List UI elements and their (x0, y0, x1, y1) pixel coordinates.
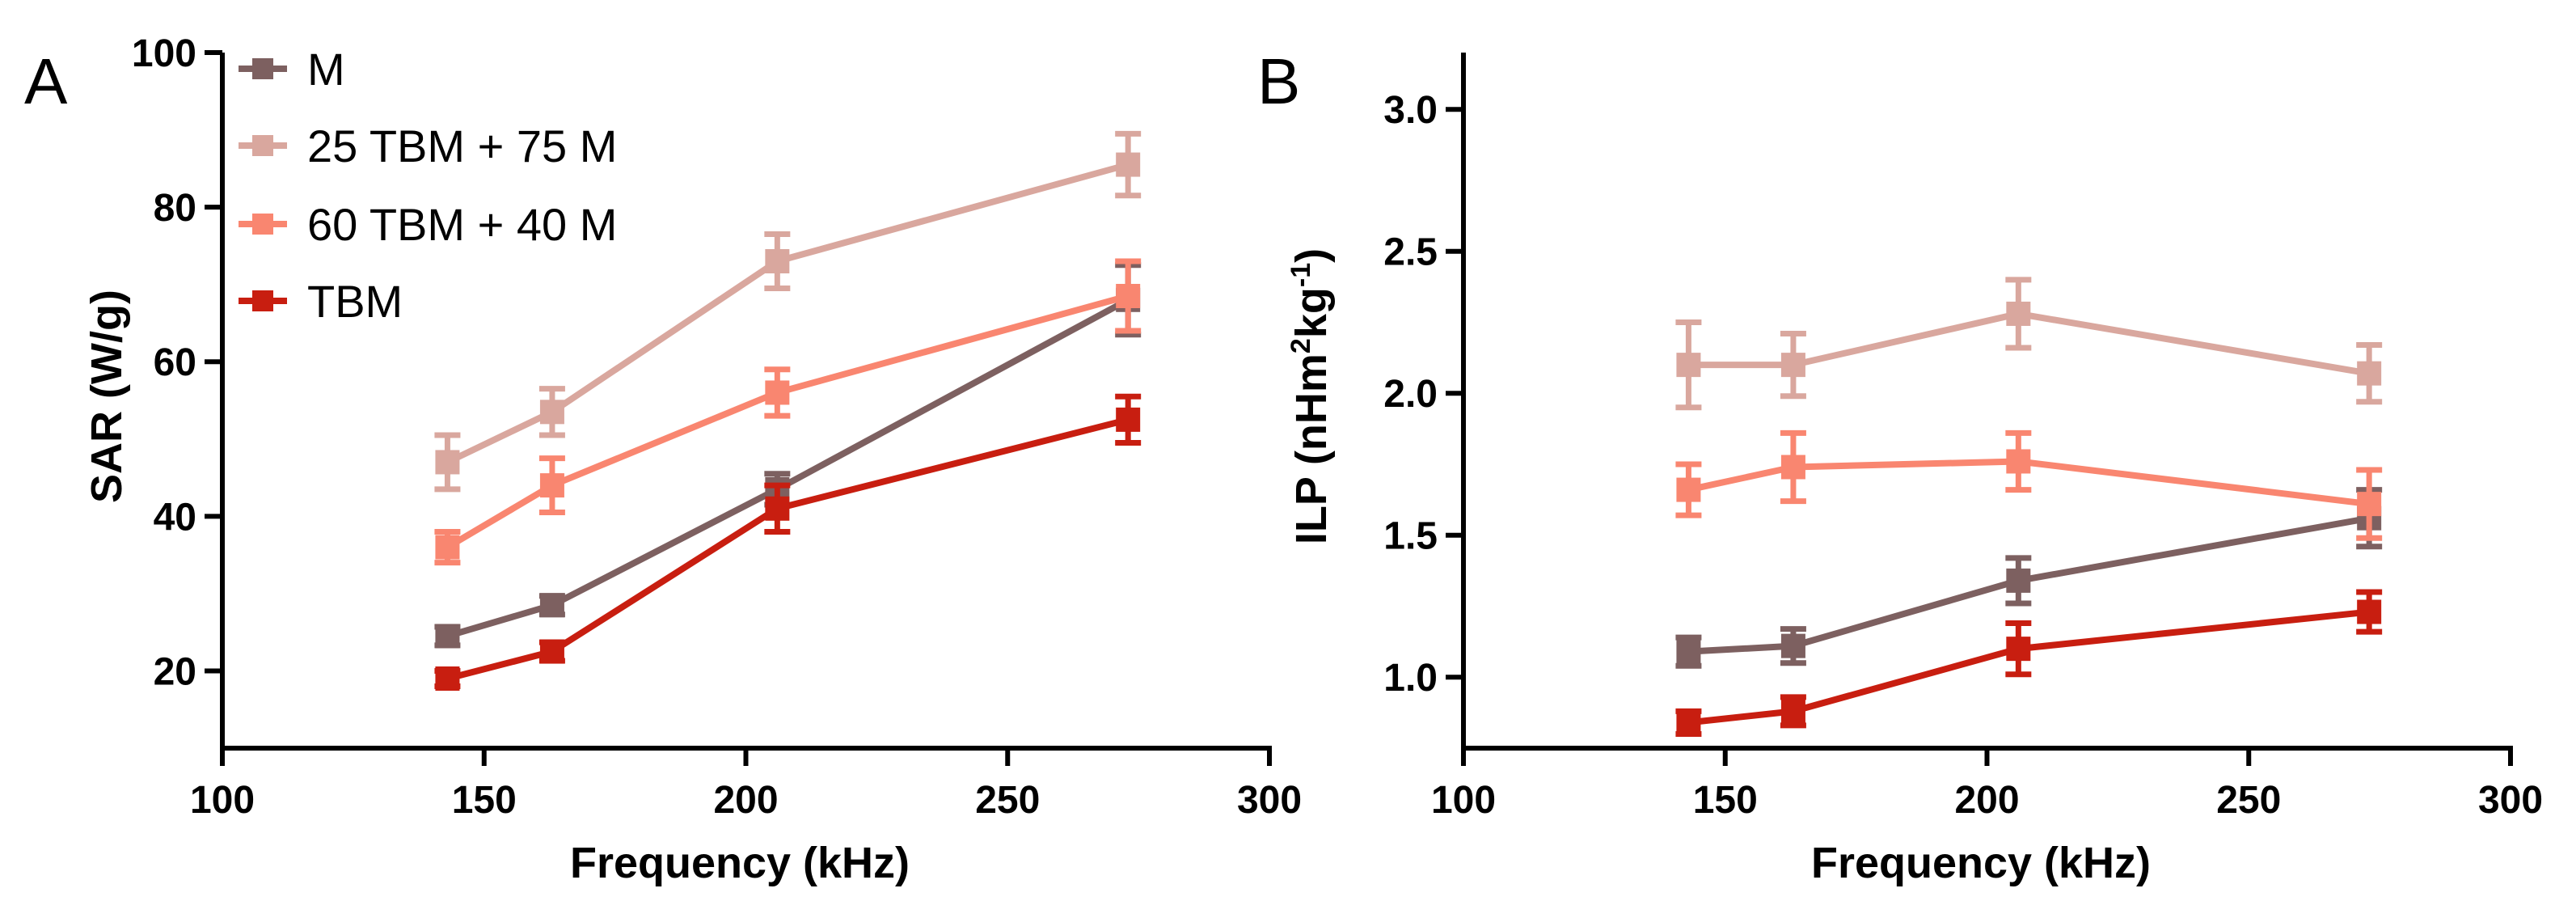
data-point-25-tbm-75-m (2357, 361, 2382, 386)
panel-a-y-tick-label: 60 (154, 341, 196, 384)
data-point-60-tbm-40-m (765, 380, 790, 405)
panel-b-y-label-start: ILP (nHm (1287, 353, 1336, 544)
panel-b-y-tick-label: 2.0 (1383, 373, 1438, 416)
data-point-m (539, 593, 564, 618)
panel-b: B Frequency (kHz) ILP (nHm2kg-1) 100 150 2… (1257, 45, 2543, 887)
data-point-60-tbm-40-m (1116, 284, 1141, 308)
panel-b-series-60-tbm-40-m (1675, 429, 2383, 541)
data-point-60-tbm-40-m (2006, 449, 2031, 474)
panel-a-y-axis-label: SAR (W/g) (82, 290, 131, 503)
data-point-m (1676, 639, 1701, 664)
series-line-tbm (446, 417, 1130, 682)
legend-label-60tbm-40m: 60 TBM + 40 M (307, 199, 617, 250)
panel-b-x-tick-label: 200 (1954, 779, 2019, 822)
panel-b-y-tick-label: 3.0 (1383, 89, 1438, 132)
panel-b-series-tbm (1675, 589, 2383, 737)
data-point-60-tbm-40-m (1780, 455, 1805, 480)
data-point-25-tbm-75-m (765, 249, 790, 273)
data-point-25-tbm-75-m (539, 400, 564, 425)
panel-a-y-tick-label: 20 (154, 650, 196, 693)
panel-a-series-60-tbm-40-m (434, 258, 1142, 566)
data-point-25-tbm-75-m (1116, 152, 1141, 177)
panel-b-y-label-end: ) (1287, 248, 1336, 263)
legend-label-tbm: TBM (307, 276, 403, 327)
panel-b-y-tick-label: 2.5 (1383, 231, 1438, 274)
data-point-60-tbm-40-m (1676, 477, 1701, 502)
legend-entry-25tbm-75m: 25 TBM + 75 M (239, 121, 617, 171)
panel-a-x-tick-label: 100 (190, 779, 255, 822)
panel-a-series-tbm (434, 393, 1142, 691)
data-point-tbm (1116, 407, 1141, 432)
series-line-25-tbm-75-m (446, 161, 1130, 466)
legend-entry-m: M (239, 44, 345, 95)
legend-swatch-marker-25tbm-75m (252, 135, 273, 156)
data-point-60-tbm-40-m (435, 535, 460, 560)
data-point-m (435, 624, 460, 649)
panel-b-x-tick-label: 100 (1431, 779, 1496, 822)
data-point-tbm (2006, 637, 2031, 662)
panel-b-x-tick-label: 300 (2478, 779, 2543, 822)
panel-b-x-tick-label: 250 (2216, 779, 2281, 822)
panel-b-letter: B (1257, 45, 1300, 117)
series-line-m (446, 297, 1130, 640)
legend-swatch-marker-m (252, 58, 273, 79)
data-point-tbm (1676, 710, 1701, 735)
panel-b-y-label-sup2: -1 (1286, 263, 1316, 287)
data-point-25-tbm-75-m (1676, 353, 1701, 378)
data-point-tbm (765, 496, 790, 521)
series-line-tbm (1687, 608, 2370, 726)
data-point-tbm (1780, 699, 1805, 724)
data-point-m (1780, 633, 1805, 658)
panel-b-y-axis-label: ILP (nHm2kg-1) (1286, 248, 1336, 544)
data-point-m (2006, 568, 2031, 593)
legend-label-m: M (307, 44, 345, 95)
data-point-25-tbm-75-m (1780, 353, 1805, 378)
panel-b-x-axis-label: Frequency (kHz) (1811, 839, 2151, 887)
panel-a: A Frequency (kHz) SAR (W/g) 100 150 200 250… (24, 32, 1302, 887)
data-point-25-tbm-75-m (435, 450, 460, 475)
panel-b-series-25-tbm-75-m (1675, 277, 2383, 411)
panel-b-x-tick-label: 150 (1693, 779, 1758, 822)
panel-a-x-tick-label: 300 (1237, 779, 1302, 822)
data-point-tbm (539, 639, 564, 664)
panel-a-x-tick-label: 150 (452, 779, 517, 822)
panel-a-x-tick-label: 200 (713, 779, 778, 822)
legend-swatch-marker-60tbm-40m (252, 214, 273, 235)
series-line-m (1688, 514, 2370, 655)
panel-b-y-label-mid: kg (1287, 287, 1336, 338)
panel-a-series-25-tbm-75-m (434, 130, 1142, 493)
panel-b-y-label-sup1: 2 (1286, 338, 1316, 353)
series-line-60-tbm-40-m (1687, 458, 2370, 508)
legend: M 25 TBM + 75 M 60 TBM + 40 M TBM (239, 44, 617, 327)
panel-b-y-tick-label: 1.0 (1383, 657, 1438, 700)
data-point-tbm (2357, 599, 2382, 624)
panel-a-letter: A (24, 45, 68, 117)
panel-a-y-tick-label: 100 (132, 32, 196, 75)
panel-a-y-tick-label: 80 (154, 187, 196, 230)
data-point-60-tbm-40-m (2357, 492, 2382, 517)
panel-a-x-tick-label: 250 (975, 779, 1040, 822)
data-point-60-tbm-40-m (539, 473, 564, 498)
legend-label-25tbm-75m: 25 TBM + 75 M (307, 121, 617, 171)
data-point-tbm (435, 666, 460, 691)
panel-a-y-tick-label: 40 (154, 496, 196, 539)
legend-swatch-marker-tbm (252, 290, 273, 311)
series-line-25-tbm-75-m (1688, 310, 2370, 377)
legend-entry-tbm: TBM (239, 276, 403, 327)
panel-b-y-tick-label: 1.5 (1383, 515, 1438, 558)
series-line-60-tbm-40-m (446, 293, 1130, 551)
legend-entry-60tbm-40m: 60 TBM + 40 M (239, 199, 617, 250)
panel-a-x-axis-label: Frequency (kHz) (570, 839, 910, 887)
data-point-25-tbm-75-m (2006, 301, 2031, 326)
